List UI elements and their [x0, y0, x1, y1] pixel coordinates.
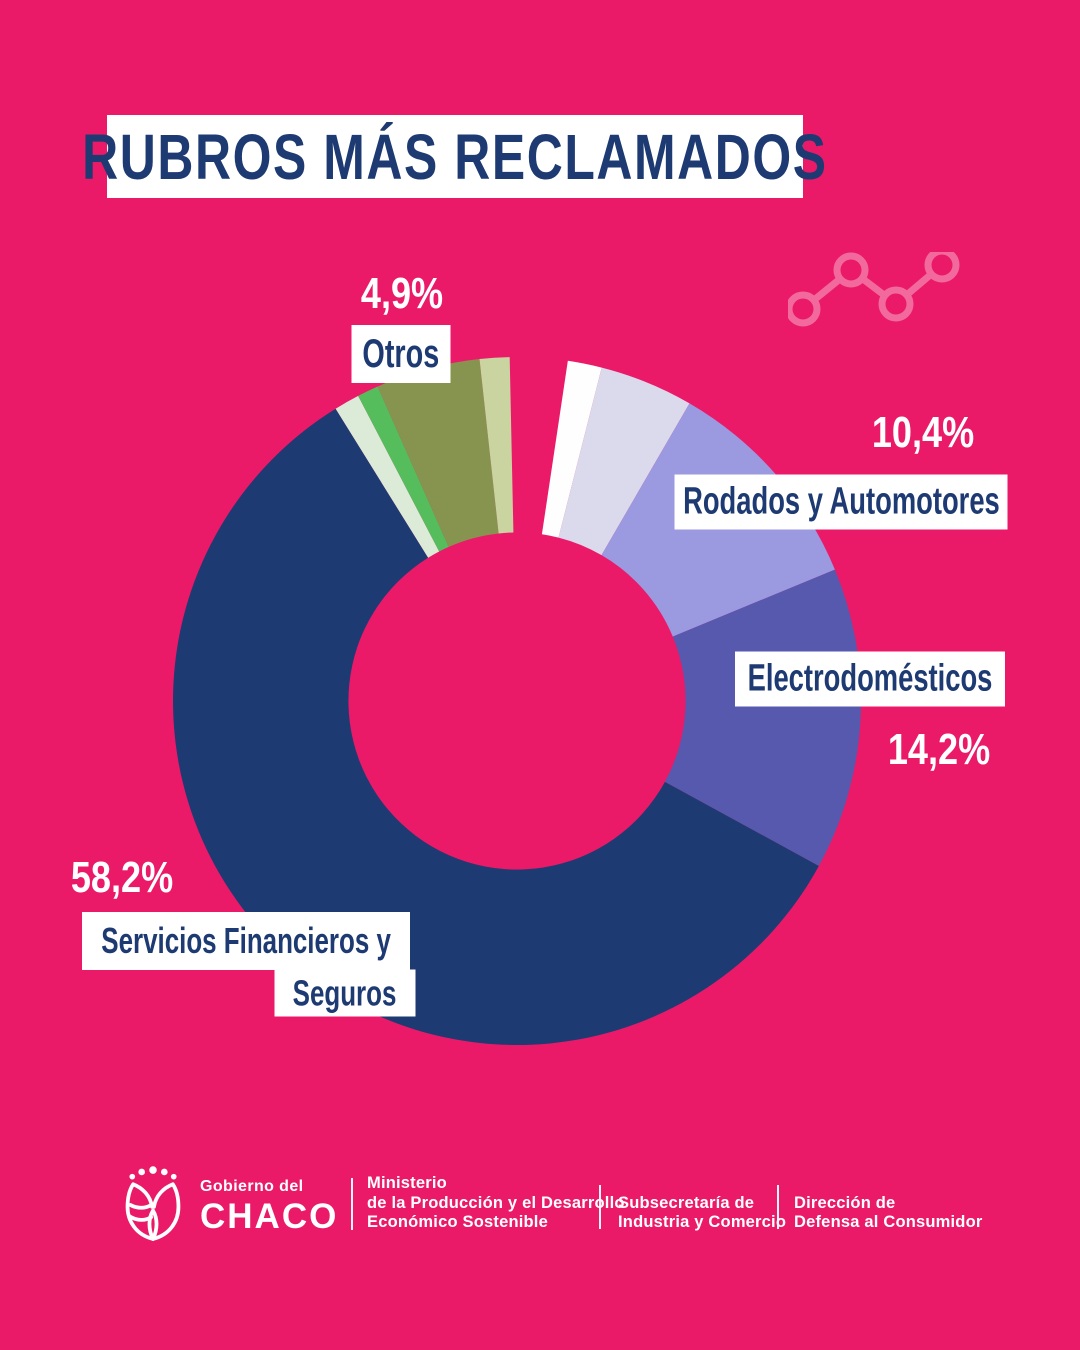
- servicios-label-line2: Seguros: [274, 969, 416, 1017]
- footer-line: Subsecretaría de: [618, 1193, 755, 1212]
- servicios-label-line2-text: Seguros: [293, 972, 397, 1013]
- donut-slice-8: [479, 357, 514, 534]
- footer-subsecretaria: Subsecretaría de Industria y Comercio: [618, 1194, 786, 1233]
- chaco-logo-text: Gobierno del CHACO: [200, 1178, 338, 1237]
- footer-line: Industria y Comercio: [618, 1213, 787, 1231]
- electrodomesticos-label: Electrodomésticos: [735, 651, 1005, 707]
- donut-slice-otros: [377, 359, 499, 547]
- servicios-percentage: 58,2%: [70, 853, 174, 902]
- donut-slice-6: [358, 386, 449, 552]
- page-title: RUBROS MÁS RECLAMADOS: [82, 115, 826, 198]
- chaco-logo-icon: [125, 1166, 181, 1241]
- otros-label: Otros: [351, 325, 451, 383]
- otros-percentage: 4,9%: [360, 269, 444, 318]
- footer-divider: [777, 1185, 779, 1229]
- rodados-percentage: 10,4%: [871, 408, 975, 457]
- footer-line: de la Producción y el Desarrollo: [367, 1193, 625, 1212]
- footer-divider: [351, 1178, 353, 1230]
- page-title-text: RUBROS MÁS RECLAMADOS: [82, 120, 828, 193]
- footer-line: Económico Sostenible: [367, 1213, 548, 1231]
- logo-chaco: CHACO: [200, 1197, 339, 1236]
- footer-line: Ministerio: [367, 1174, 447, 1192]
- footer-ministerio: Ministerio de la Producción y el Desarro…: [367, 1174, 625, 1233]
- rodados-label-text: Rodados y Automotores: [682, 480, 1000, 523]
- electrodomesticos-percentage: 14,2%: [887, 725, 991, 774]
- line-chart-icon: [788, 252, 960, 327]
- donut-slice-electrodom-sticos: [664, 569, 862, 866]
- electrodomesticos-label-text: Electrodomésticos: [747, 657, 993, 700]
- otros-label-text: Otros: [362, 331, 440, 376]
- servicios-label-line1: Servicios Financieros y: [82, 912, 410, 970]
- footer-divider: [599, 1185, 601, 1229]
- rodados-label: Rodados y Automotores: [674, 474, 1008, 530]
- logo-gobierno-del: Gobierno del: [200, 1178, 304, 1195]
- footer: Gobierno del CHACO Ministerio de la Prod…: [0, 1160, 1080, 1270]
- donut-slice-servicios-financieros-y-seguros: [172, 408, 819, 1046]
- donut-slice-1: [558, 367, 690, 556]
- servicios-label-line1-text: Servicios Financieros y: [101, 920, 391, 961]
- footer-line: Dirección de: [794, 1193, 896, 1212]
- donut-slice-5: [335, 395, 440, 558]
- footer-direccion: Dirección de Defensa al Consumidor: [794, 1194, 983, 1233]
- donut-slice-0: [541, 360, 602, 538]
- footer-line: Defensa al Consumidor: [794, 1213, 983, 1231]
